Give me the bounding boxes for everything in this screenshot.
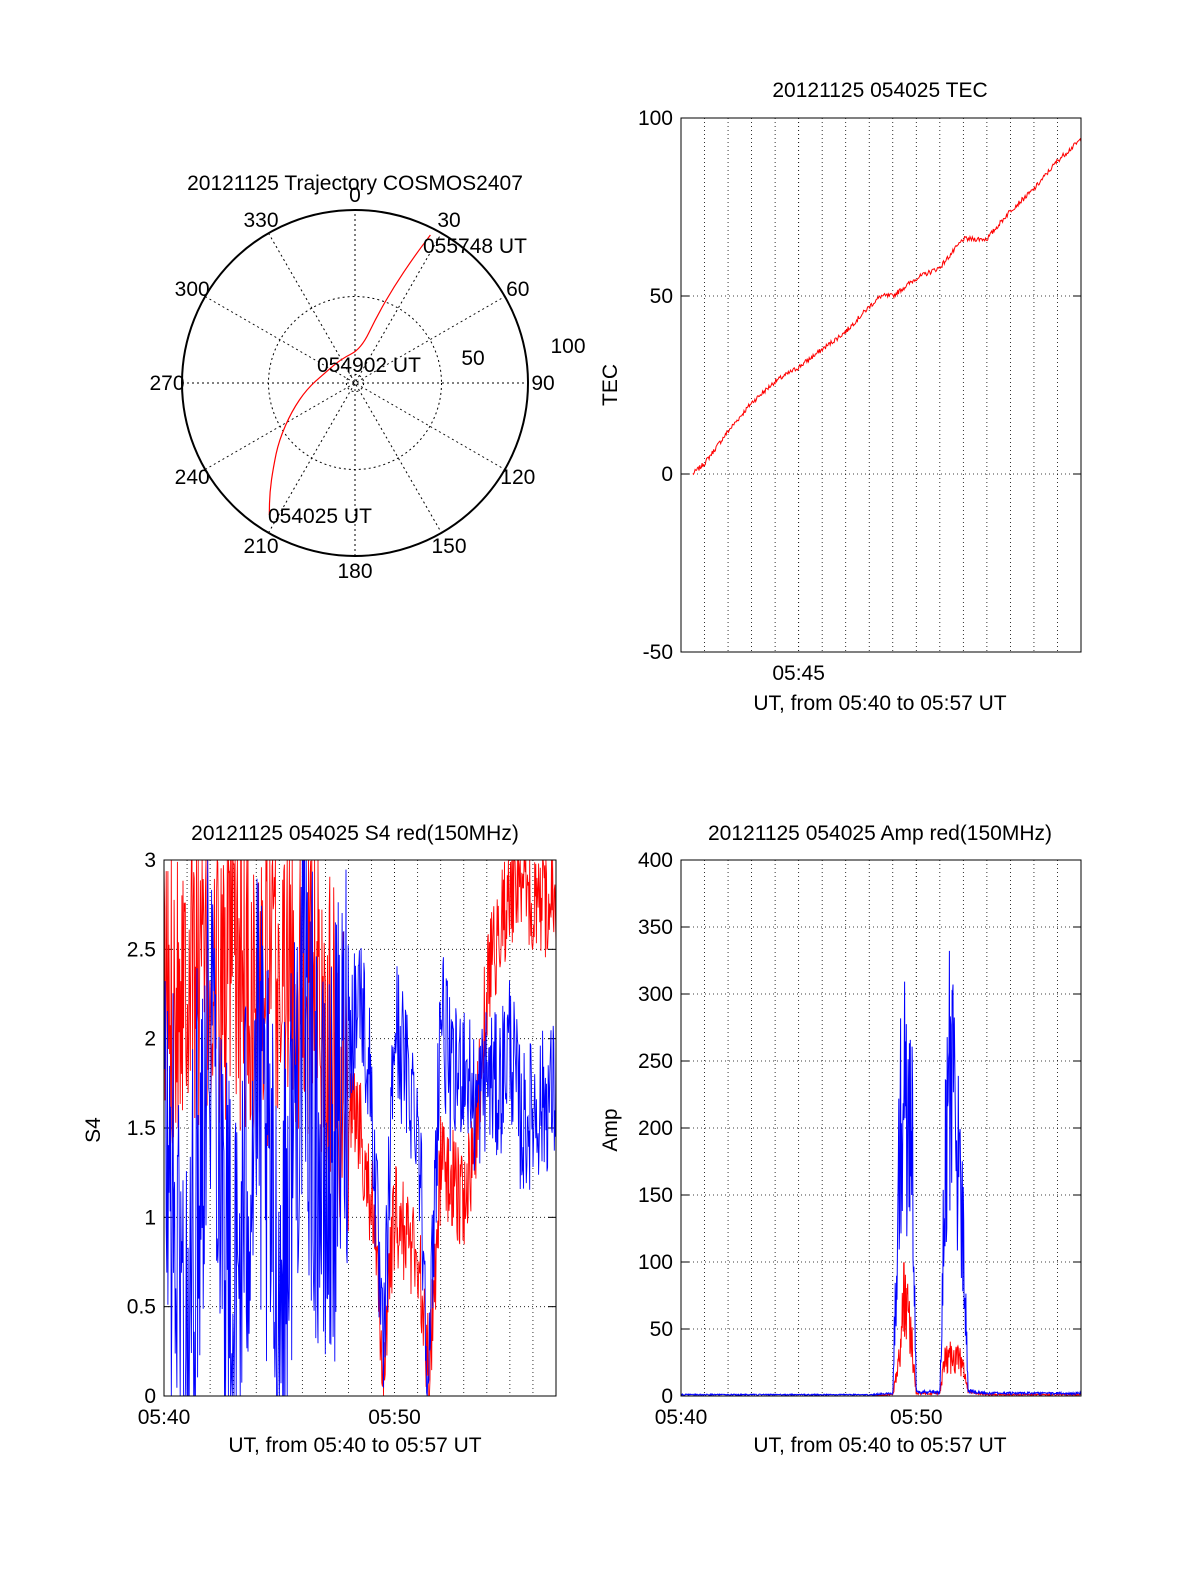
s4-ytick-label: 1 — [144, 1206, 156, 1229]
polar-radial-label: 100 — [550, 335, 585, 358]
polar-chart: 20121125 Trajectory COSMOS2407 0 30 60 90 12… — [149, 172, 585, 583]
amp-ylabel: Amp — [599, 1108, 622, 1151]
tec-tick-labels: -50 0 50 100 05:45 — [638, 107, 825, 685]
amp-xtick-label: 05:50 — [890, 1406, 943, 1429]
amp-ytick-label: 350 — [638, 916, 673, 939]
polar-angle-label: 120 — [500, 466, 535, 489]
trajectory-end-label: 055748 UT — [423, 235, 527, 258]
s4-xtick-label: 05:40 — [138, 1406, 191, 1429]
polar-angle-label: 210 — [243, 535, 278, 558]
tec-ytick-label: -50 — [643, 641, 673, 664]
polar-trajectory-line — [268, 234, 431, 516]
polar-grid — [181, 209, 529, 557]
amp-title: 20121125 054025 Amp red(150MHz) — [708, 822, 1052, 845]
amp-tick-labels: 0 50 100 150 200 250 300 350 400 05:40 05:50 — [638, 849, 943, 1429]
s4-plot-frame — [163, 859, 557, 1397]
tec-plot-frame — [680, 117, 1082, 653]
amp-ytick-label: 250 — [638, 1050, 673, 1073]
tec-title: 20121125 054025 TEC — [772, 79, 987, 102]
polar-angle-label: 0 — [349, 184, 361, 207]
s4-ytick-label: 2.5 — [127, 938, 156, 961]
amp-ytick-label: 400 — [638, 849, 673, 872]
amp-chart: 20121125 054025 Amp red(150MHz) 0 50 100 15… — [599, 822, 1082, 1457]
s4-series-line — [163, 859, 557, 1397]
s4-ytick-label: 0 — [144, 1385, 156, 1408]
polar-title: 20121125 Trajectory COSMOS2407 — [187, 172, 523, 195]
polar-radial-labels: 50 100 — [461, 335, 585, 370]
s4-xlabel: UT, from 05:40 to 05:57 UT — [228, 1434, 481, 1457]
amp-ytick-label: 0 — [661, 1385, 673, 1408]
amp-ytick-label: 100 — [638, 1251, 673, 1274]
polar-angle-label: 90 — [531, 372, 554, 395]
amp-series-line — [680, 950, 1082, 1397]
tec-ytick-label: 100 — [638, 107, 673, 130]
polar-angle-labels: 0 30 60 90 120 150 180 210 240 270 300 330 — [149, 184, 554, 583]
polar-angle-label: 270 — [149, 372, 184, 395]
polar-series — [268, 234, 431, 516]
s4-title: 20121125 054025 S4 red(150MHz) — [191, 822, 519, 845]
s4-chart: 20121125 054025 S4 red(150MHz) 0 0.5 1 1.5 2… — [82, 822, 557, 1457]
s4-ytick-label: 0.5 — [127, 1296, 156, 1319]
s4-series-line — [163, 859, 557, 1397]
s4-xtick-label: 05:50 — [368, 1406, 421, 1429]
polar-angle-label: 330 — [243, 209, 278, 232]
tec-ylabel: TEC — [599, 364, 622, 406]
amp-xlabel: UT, from 05:40 to 05:57 UT — [753, 1434, 1006, 1457]
tec-xtick-label: 05:45 — [772, 662, 825, 685]
polar-angle-label: 30 — [437, 209, 460, 232]
amp-ytick-label: 50 — [650, 1318, 673, 1341]
polar-radial-label: 50 — [461, 347, 484, 370]
s4-ylabel: S4 — [82, 1117, 105, 1143]
polar-angle-label: 180 — [337, 560, 372, 583]
polar-angle-label: 150 — [431, 535, 466, 558]
tec-series-line — [692, 137, 1082, 476]
amp-ytick-label: 150 — [638, 1184, 673, 1207]
polar-angle-label: 60 — [506, 278, 529, 301]
trajectory-mid-label: 054902 UT — [317, 354, 421, 377]
s4-ytick-label: 3 — [144, 849, 156, 872]
s4-tick-labels: 0 0.5 1 1.5 2 2.5 3 05:40 05:50 — [127, 849, 421, 1429]
s4-series — [163, 859, 557, 1397]
amp-ytick-label: 200 — [638, 1117, 673, 1140]
tec-xlabel: UT, from 05:40 to 05:57 UT — [753, 692, 1006, 715]
amp-plot-frame — [680, 859, 1082, 1397]
tec-ytick-label: 0 — [661, 463, 673, 486]
tec-grid — [681, 117, 1081, 653]
amp-ytick-label: 300 — [638, 983, 673, 1006]
s4-ytick-label: 1.5 — [127, 1117, 156, 1140]
s4-ytick-label: 2 — [144, 1028, 156, 1051]
polar-angle-label: 300 — [175, 278, 210, 301]
tec-chart: 20121125 054025 TEC -50 0 50 100 05:45 UT, f… — [599, 79, 1082, 715]
amp-xtick-label: 05:40 — [655, 1406, 708, 1429]
trajectory-start-label: 054025 UT — [268, 505, 372, 528]
polar-angle-label: 240 — [175, 466, 210, 489]
tec-ytick-label: 50 — [650, 285, 673, 308]
tec-series — [692, 137, 1082, 476]
